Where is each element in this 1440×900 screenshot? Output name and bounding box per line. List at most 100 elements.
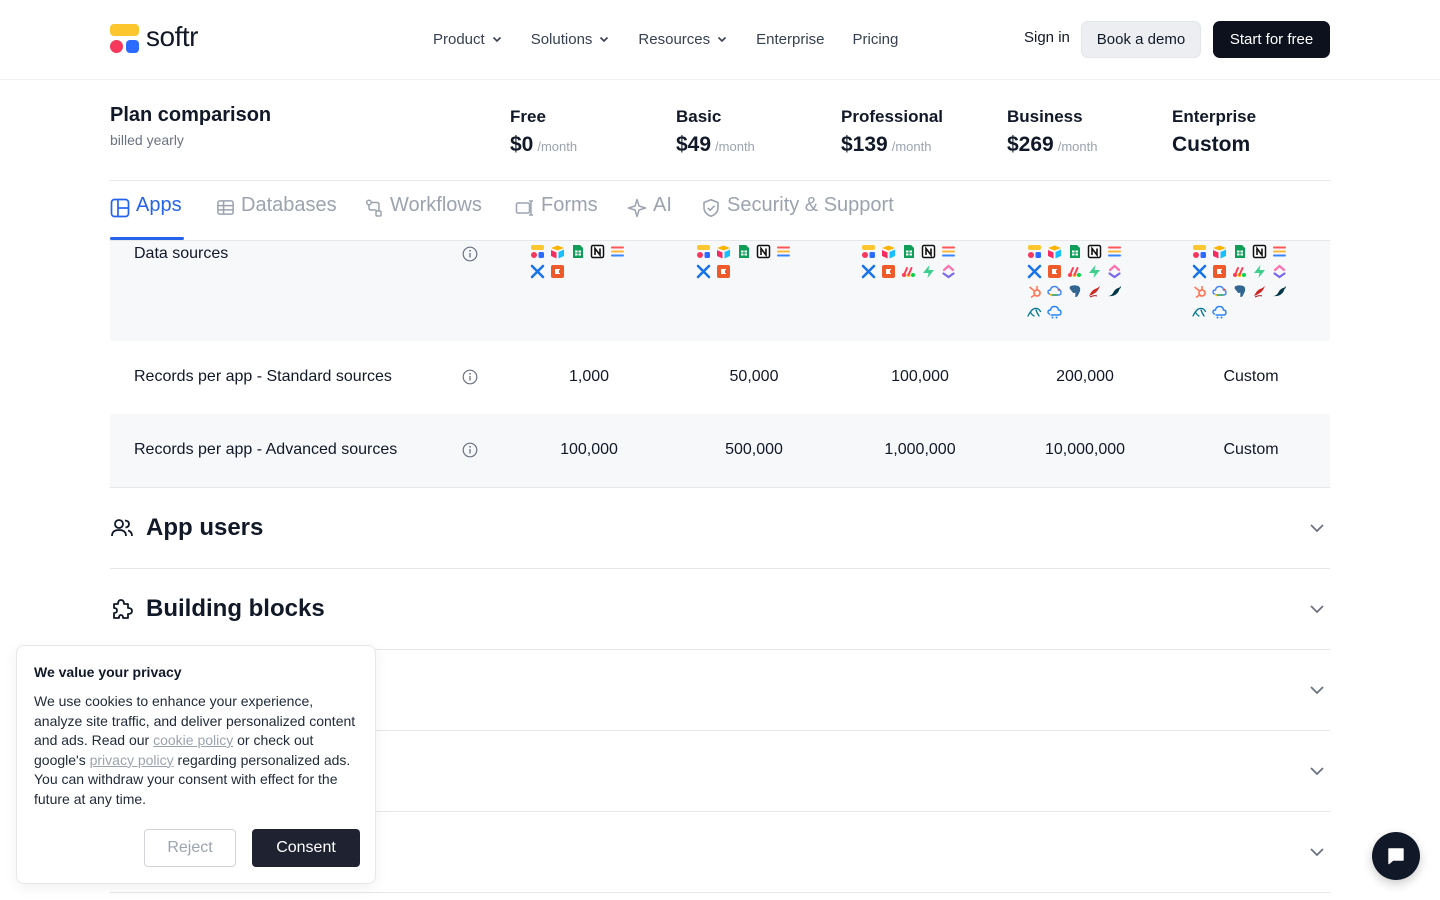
consent-button[interactable]: Consent: [252, 829, 360, 867]
nav-product[interactable]: Product: [433, 28, 503, 50]
airtable-icon: [717, 245, 730, 259]
cell-basic: 50,000: [729, 368, 779, 385]
mysql-icon: [1027, 307, 1042, 317]
layout-icon: [110, 198, 130, 218]
section-collapsed-3[interactable]: [110, 650, 1330, 731]
airtable-icon: [551, 245, 564, 259]
workflow-icon: [365, 199, 382, 217]
info-icon[interactable]: [462, 246, 478, 262]
nav-pricing-label: Pricing: [852, 30, 899, 48]
coda-icon: [882, 265, 895, 278]
smartsuite-icon: [777, 246, 790, 257]
plan-comparison-title: Plan comparison: [110, 104, 272, 126]
tab-databases[interactable]: Databases: [216, 194, 337, 240]
softr-db-icon: [862, 245, 875, 258]
sql-server-icon: [1254, 286, 1265, 298]
cell-basic: 500,000: [725, 441, 783, 458]
hubspot-icon: [1194, 286, 1206, 299]
cell-professional: 1,000,000: [884, 441, 956, 458]
tab-security-support[interactable]: Security & Support: [701, 194, 894, 240]
privacy-policy-link[interactable]: privacy policy: [89, 751, 174, 768]
bigquery-icon: [1212, 285, 1227, 297]
tab-label: AI: [653, 194, 672, 216]
plan-price: $269/month: [1007, 133, 1097, 157]
coda-icon: [717, 265, 730, 278]
softr-db-icon: [697, 245, 710, 258]
section-collapsed-4[interactable]: [110, 731, 1330, 812]
clickup-icon: [1273, 264, 1286, 279]
smartsuite-icon: [611, 246, 624, 257]
chevron-down-icon: [1310, 767, 1324, 776]
cell-business: 10,000,000: [1044, 441, 1126, 458]
section-collapsed-5[interactable]: [110, 812, 1330, 893]
google-sheets-icon: [1235, 245, 1245, 258]
notion-icon: [590, 244, 605, 259]
table-icon: [217, 200, 234, 215]
clickup-icon: [1108, 264, 1121, 279]
smartsuite-icon: [1273, 246, 1286, 257]
coda-icon: [1048, 265, 1061, 278]
nav-enterprise-label: Enterprise: [756, 30, 825, 48]
chevron-down-icon: [1310, 605, 1324, 614]
coda-icon: [551, 265, 564, 278]
smartsuite-icon: [1108, 246, 1121, 257]
coda-icon: [1213, 265, 1226, 278]
monday-icon: [1068, 267, 1081, 277]
price-period: /month: [1057, 139, 1098, 154]
supabase-icon: [1089, 265, 1100, 278]
nav-enterprise[interactable]: Enterprise: [756, 28, 824, 50]
google-sheets-icon: [1070, 245, 1080, 258]
softr-db-icon: [1028, 245, 1041, 258]
nav-resources[interactable]: Resources: [638, 28, 728, 50]
cookie-text: We use cookies to enhance your experienc…: [34, 692, 364, 809]
tab-workflows[interactable]: Workflows: [364, 194, 482, 240]
xano-icon: [530, 264, 545, 279]
plan-name: Professional: [841, 107, 944, 126]
nav-solutions[interactable]: Solutions: [531, 28, 611, 50]
section-building-blocks[interactable]: Building blocks: [110, 569, 1330, 650]
cookie-text-part: regarding personalized ads. You can with…: [34, 751, 351, 807]
supabase-icon: [923, 265, 934, 278]
tab-label: Forms: [541, 194, 598, 216]
cookie-consent-banner: We value your privacy We use cookies to …: [16, 645, 376, 884]
xano-icon: [861, 264, 876, 279]
row-label: Data sources: [134, 245, 229, 262]
chat-launcher-button[interactable]: [1372, 832, 1420, 880]
price-period: /month: [537, 139, 578, 154]
nav-pricing[interactable]: Pricing: [853, 28, 899, 50]
chevron-down-icon: [1310, 686, 1324, 695]
clickup-icon: [942, 264, 955, 279]
data-sources-basic: [696, 244, 796, 284]
chevron-down-icon: [1310, 524, 1324, 533]
price-amount: $0: [510, 133, 534, 156]
book-demo-button[interactable]: Book a demo: [1081, 21, 1201, 58]
section-app-users[interactable]: App users: [110, 488, 1330, 569]
sign-in-link[interactable]: Sign in: [1024, 29, 1070, 46]
hubspot-icon: [1029, 286, 1041, 299]
info-icon[interactable]: [462, 442, 478, 458]
row-records-advanced: Records per app - Advanced sources 100,0…: [110, 414, 1330, 487]
plan-price: $49/month: [676, 133, 755, 157]
monday-icon: [902, 267, 915, 277]
start-free-button[interactable]: Start for free: [1213, 21, 1330, 58]
reject-button[interactable]: Reject: [144, 829, 236, 867]
postgresql-icon: [1069, 284, 1081, 298]
row-records-standard: Records per app - Standard sources 1,000…: [110, 341, 1330, 414]
tab-forms[interactable]: Forms: [515, 194, 598, 240]
price-amount: Custom: [1172, 133, 1251, 156]
cell-professional: 100,000: [891, 368, 949, 385]
price-period: /month: [891, 139, 932, 154]
data-sources-professional: [861, 244, 961, 284]
data-sources-enterprise: [1192, 244, 1292, 324]
info-icon[interactable]: [462, 369, 478, 385]
tab-apps[interactable]: Apps: [110, 194, 182, 240]
shield-icon: [703, 199, 719, 218]
puzzle-icon: [113, 599, 133, 619]
airtable-icon: [1048, 245, 1061, 259]
tab-ai[interactable]: AI: [627, 194, 672, 240]
supabase-icon: [1254, 265, 1265, 278]
plan-name: Enterprise: [1172, 107, 1257, 126]
softr-logo[interactable]: softr: [110, 21, 198, 54]
cookie-policy-link[interactable]: cookie policy: [153, 732, 234, 748]
plan-price: $0/month: [510, 133, 577, 157]
